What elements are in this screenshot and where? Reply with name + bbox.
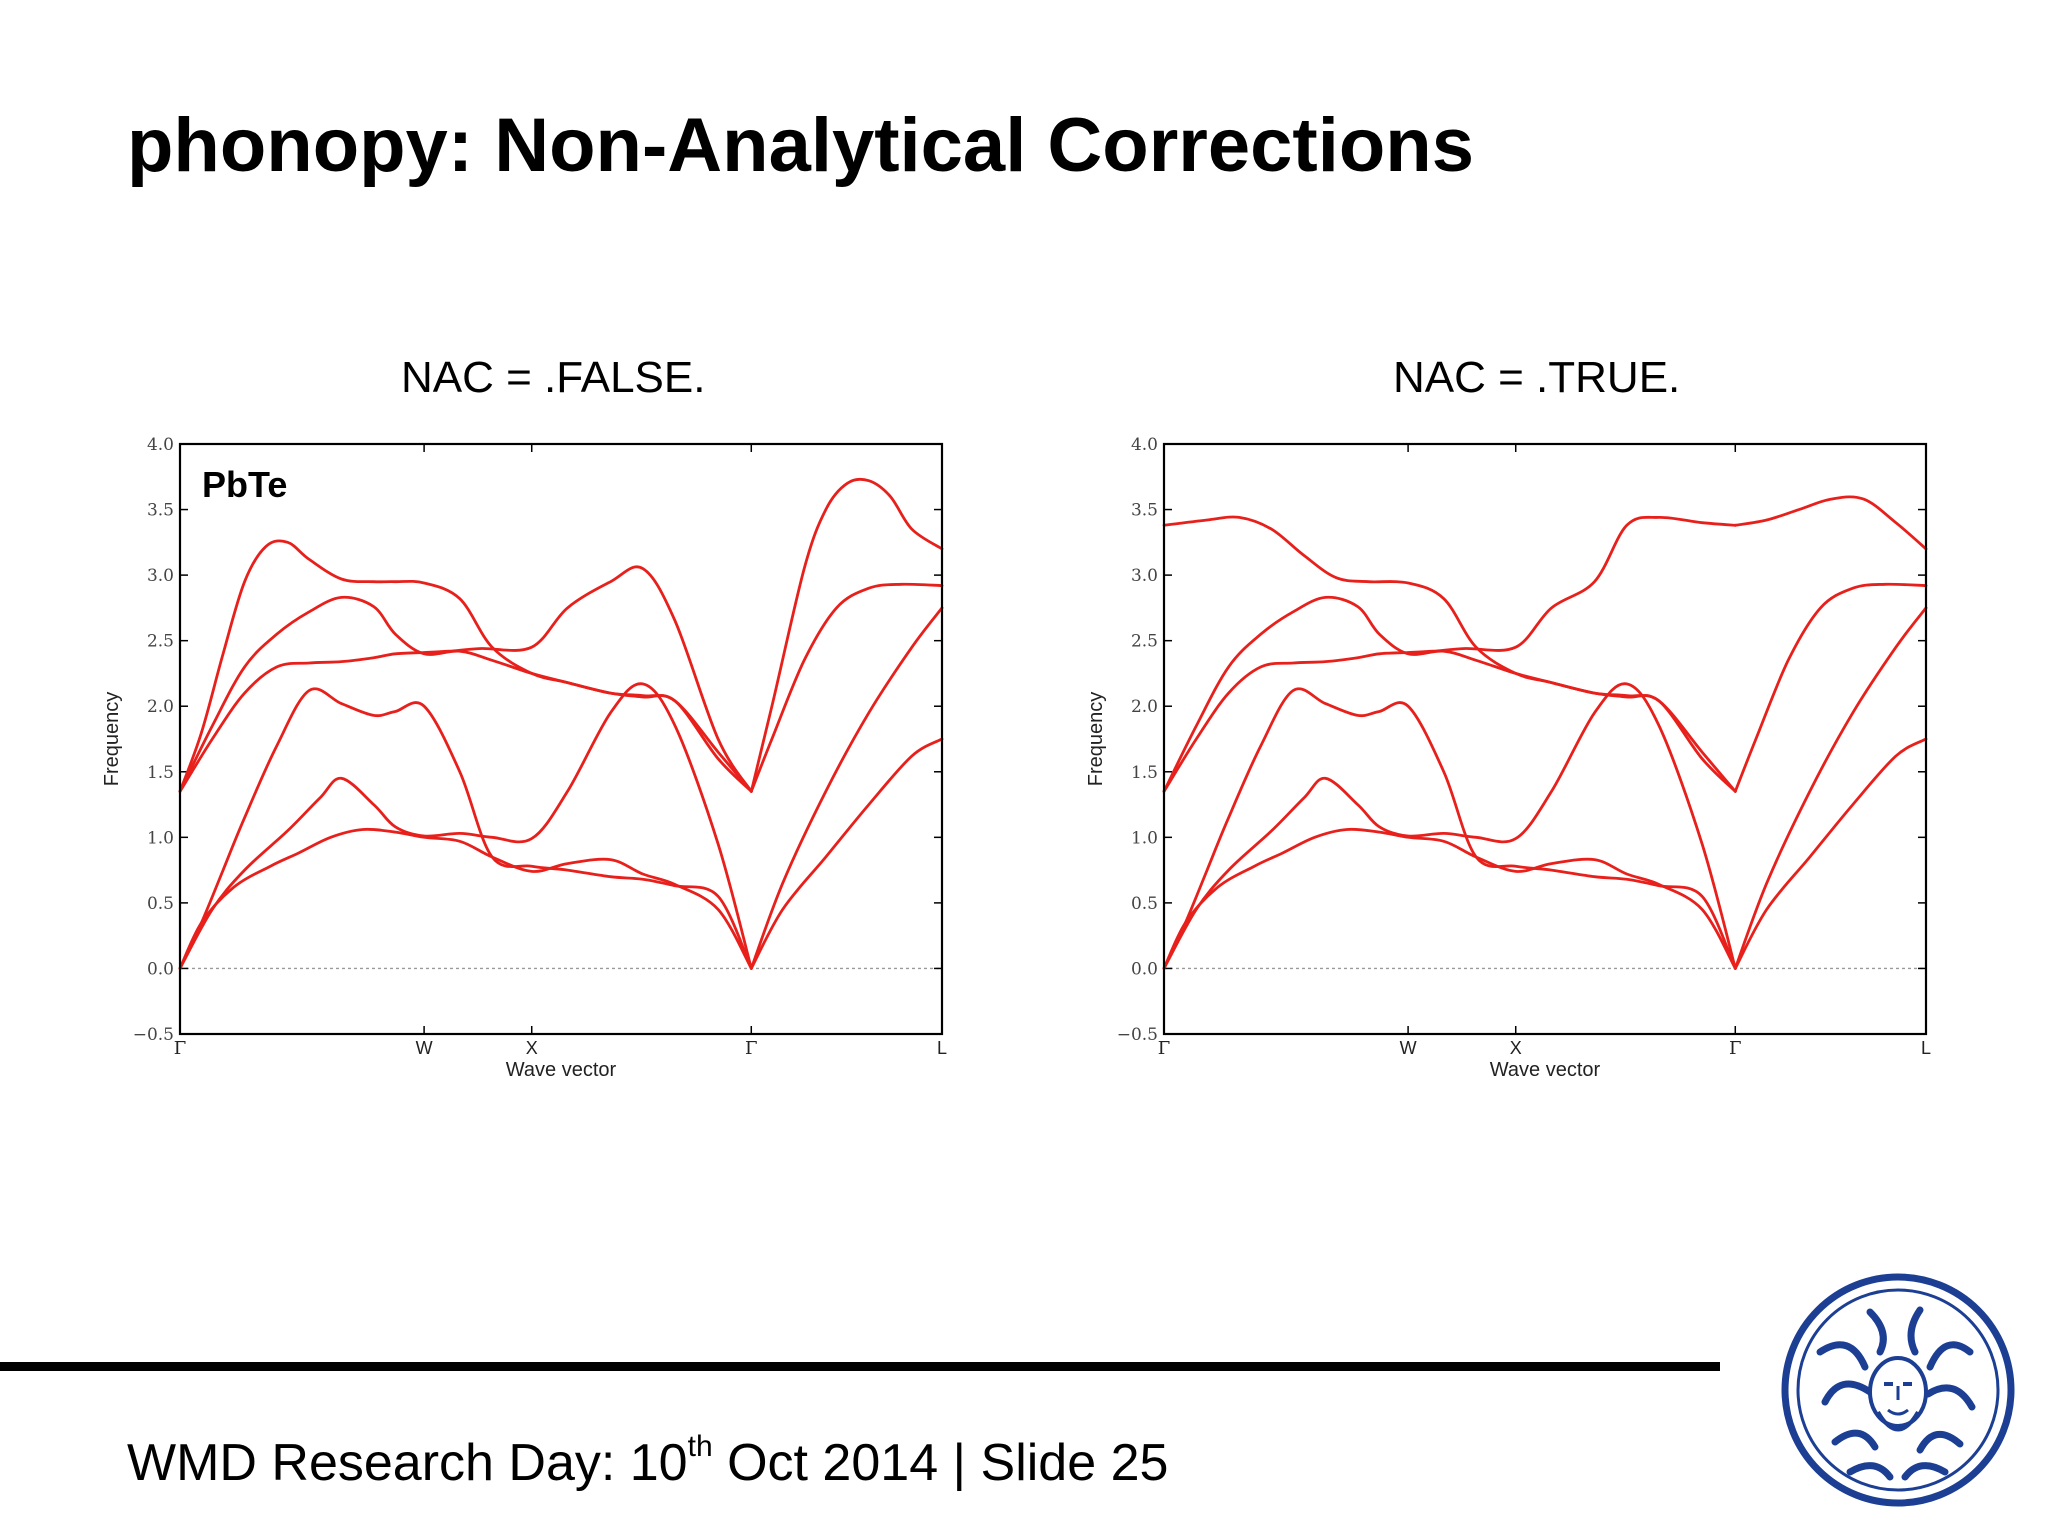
- footer-superscript: th: [687, 1430, 713, 1463]
- phonon-branch-2: [1162, 682, 1737, 970]
- x-tick-label: Γ: [745, 1038, 758, 1059]
- y-tick-label: 3.5: [147, 501, 174, 521]
- x-tick-label: Γ: [1158, 1038, 1171, 1059]
- y-tick-label: 1.5: [147, 763, 174, 783]
- phonon-branch-2: [178, 682, 753, 970]
- y-tick-label: 1.0: [147, 828, 174, 848]
- x-axis-label: Wave vector: [1490, 1059, 1601, 1081]
- y-tick-label: 3.0: [1131, 566, 1158, 586]
- y-tick-label: 0.0: [147, 959, 174, 979]
- plot-frame: [178, 442, 944, 1036]
- y-tick-label: 4.0: [1131, 435, 1158, 455]
- phonon-branch-6: [178, 539, 753, 793]
- phonon-branch-7: [1733, 737, 1928, 970]
- university-seal-icon: [1781, 1273, 2015, 1507]
- y-tick-label: 3.5: [1131, 501, 1158, 521]
- phonon-branch-4: [178, 565, 753, 793]
- y-tick-label: −0.5: [133, 1025, 174, 1045]
- y-tick-label: 1.5: [1131, 763, 1158, 783]
- plot-frame: [1162, 442, 1928, 1036]
- x-tick-label: W: [1400, 1038, 1417, 1058]
- phonon-branch-3: [1162, 687, 1737, 970]
- y-tick-label: 2.5: [147, 632, 174, 652]
- phonon-band-chart-nac-true: −0.5 0.0 0.5 1.0 1.5 2.0 2.5 3.0 3.5 4.0 Γ W X Γ L Wave…: [1085, 435, 1931, 1081]
- x-tick-label: Γ: [174, 1038, 187, 1059]
- footer-text: WMD Research Day: 10th Oct 2014 | Slide …: [127, 1432, 1169, 1492]
- y-tick-label: 2.0: [147, 697, 174, 717]
- phonon-branch-9: [1733, 582, 1928, 793]
- y-tick-label: 3.0: [147, 566, 174, 586]
- x-tick-label: X: [1510, 1038, 1522, 1058]
- x-tick-label: X: [526, 1038, 538, 1058]
- slide-title: phonopy: Non-Analytical Corrections: [127, 103, 1474, 188]
- y-tick-label: 0.5: [1131, 894, 1158, 914]
- phonon-band-chart-nac-false: −0.5 0.0 0.5 1.0 1.5 2.0 2.5 3.0 3.5 4.0 Γ W X Γ L Wave…: [101, 435, 947, 1081]
- y-tick-label: 2.0: [1131, 697, 1158, 717]
- phonon-branch-3: [178, 687, 753, 970]
- chart-title-nac-false: NAC = .FALSE.: [401, 353, 706, 402]
- y-axis-label: Frequency: [101, 692, 123, 787]
- y-axis-label: Frequency: [1085, 692, 1107, 787]
- y-tick-label: 4.0: [147, 435, 174, 455]
- x-tick-label: L: [1921, 1038, 1931, 1058]
- phonon-branch-4: [1162, 515, 1737, 793]
- footer-divider: [0, 1362, 1720, 1371]
- y-tick-label: 2.5: [1131, 632, 1158, 652]
- phonon-branch-10: [1733, 495, 1928, 551]
- x-tick-label: W: [416, 1038, 433, 1058]
- phonon-branch-9: [749, 582, 944, 793]
- phonon-branch-5: [1162, 595, 1737, 793]
- y-tick-label: 1.0: [1131, 828, 1158, 848]
- footer-suffix: Oct 2014 | Slide 25: [712, 1434, 1169, 1492]
- y-tick-label: −0.5: [1117, 1025, 1158, 1045]
- phonon-branch-6: [1162, 515, 1737, 793]
- phonon-branch-7: [749, 737, 944, 970]
- y-tick-label: 0.0: [1131, 959, 1158, 979]
- y-tick-label: 0.5: [147, 894, 174, 914]
- phonon-branch-1: [1162, 827, 1737, 970]
- phonon-branch-10: [749, 477, 944, 793]
- x-tick-label: Γ: [1729, 1038, 1742, 1059]
- x-tick-label: L: [937, 1038, 947, 1058]
- material-annotation: PbTe: [202, 464, 287, 505]
- phonon-branch-1: [178, 827, 753, 970]
- x-axis-label: Wave vector: [506, 1059, 617, 1081]
- phonon-branch-8: [749, 606, 944, 970]
- chart-title-nac-true: NAC = .TRUE.: [1393, 353, 1681, 402]
- phonon-branch-8: [1733, 606, 1928, 970]
- footer-prefix: WMD Research Day: 10: [127, 1434, 688, 1492]
